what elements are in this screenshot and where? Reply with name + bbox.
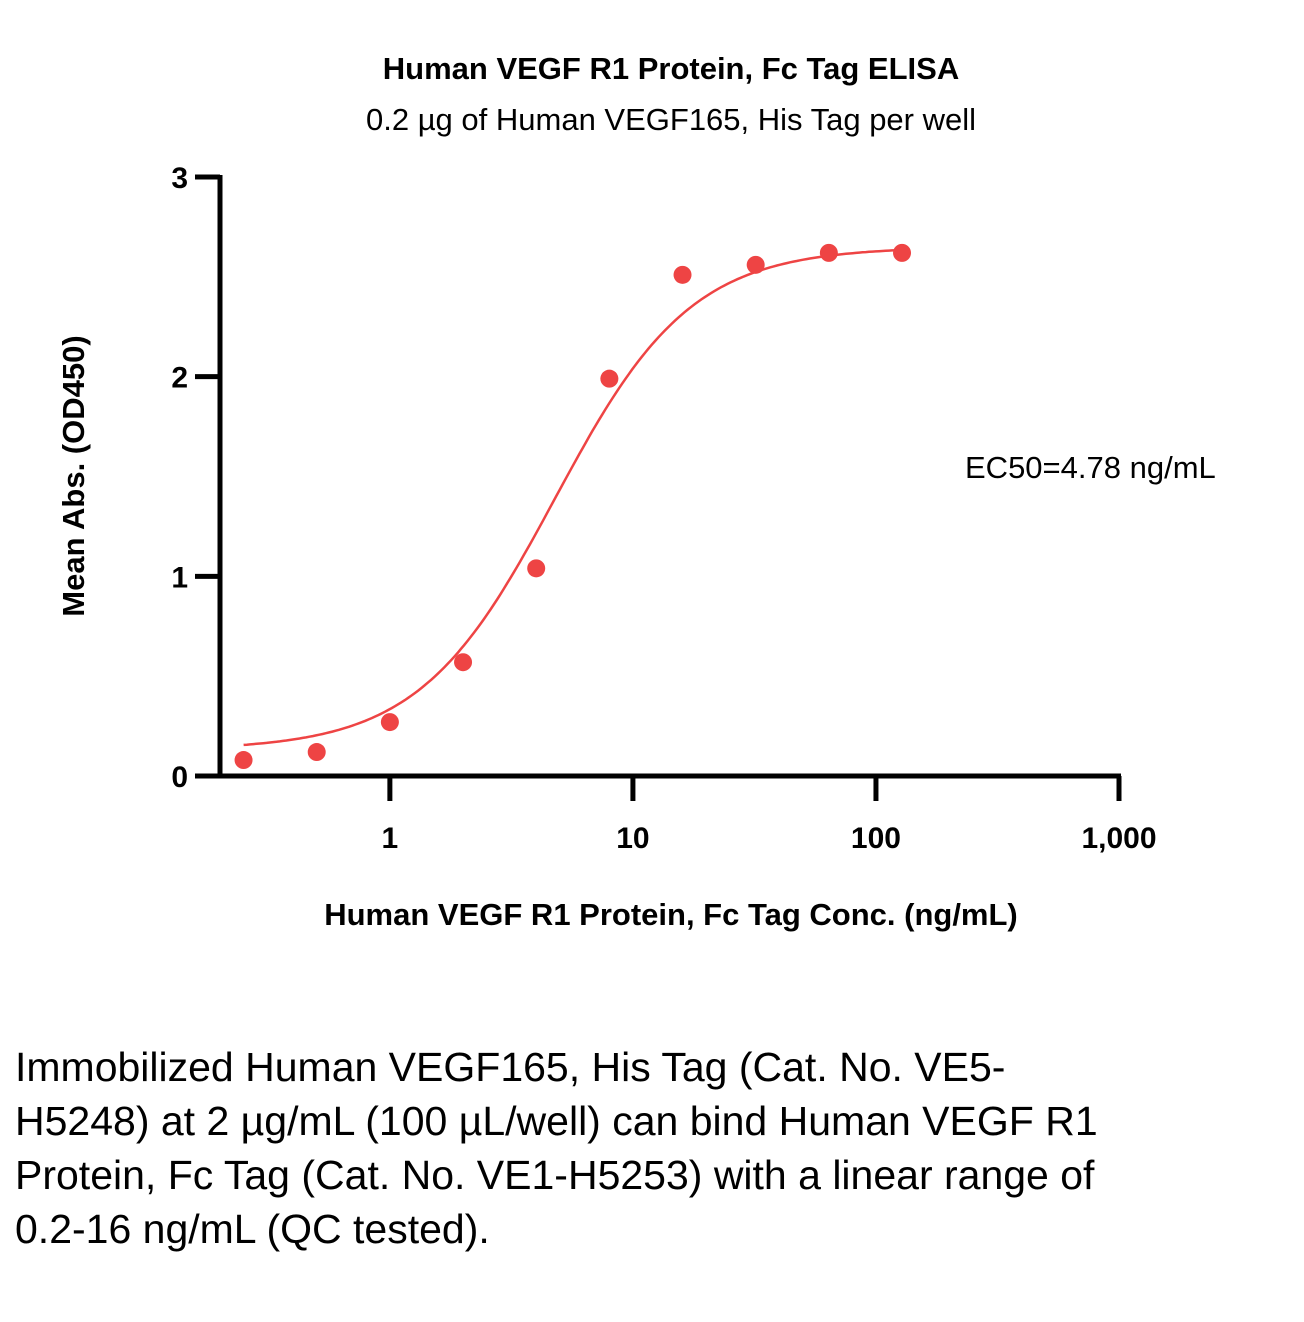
x-axis-label: Human VEGF R1 Protein, Fc Tag Conc. (ng/… [324, 897, 1018, 932]
y-tick-label: 1 [171, 561, 188, 594]
data-point [234, 751, 253, 770]
data-point [380, 713, 399, 732]
y-axis-label: Mean Abs. (OD450) [56, 335, 91, 616]
data-point [527, 559, 546, 578]
data-point [454, 653, 473, 672]
data-point [893, 243, 912, 262]
chart-subtitle: 0.2 µg of Human VEGF165, His Tag per wel… [366, 102, 976, 137]
x-tick-label: 10 [616, 822, 649, 855]
figure-caption: Immobilized Human VEGF165, His Tag (Cat.… [15, 1044, 1098, 1252]
y-tick-label: 3 [171, 162, 188, 195]
ec50-annotation: EC50=4.78 ng/mL [965, 450, 1216, 485]
x-tick-label: 100 [851, 822, 901, 855]
x-tick-label: 1,000 [1081, 822, 1156, 855]
data-point [819, 243, 838, 262]
data-point [746, 255, 765, 274]
data-point [307, 743, 326, 762]
y-tick-label: 0 [171, 761, 188, 794]
data-point [673, 265, 692, 284]
data-point [600, 369, 619, 388]
x-tick-label: 1 [382, 822, 399, 855]
y-tick-label: 2 [171, 362, 188, 395]
chart-title: Human VEGF R1 Protein, Fc Tag ELISA [383, 51, 959, 86]
elisa-chart: Human VEGF R1 Protein, Fc Tag ELISA 0.2 … [56, 51, 1216, 932]
fit-curve [243, 248, 903, 747]
